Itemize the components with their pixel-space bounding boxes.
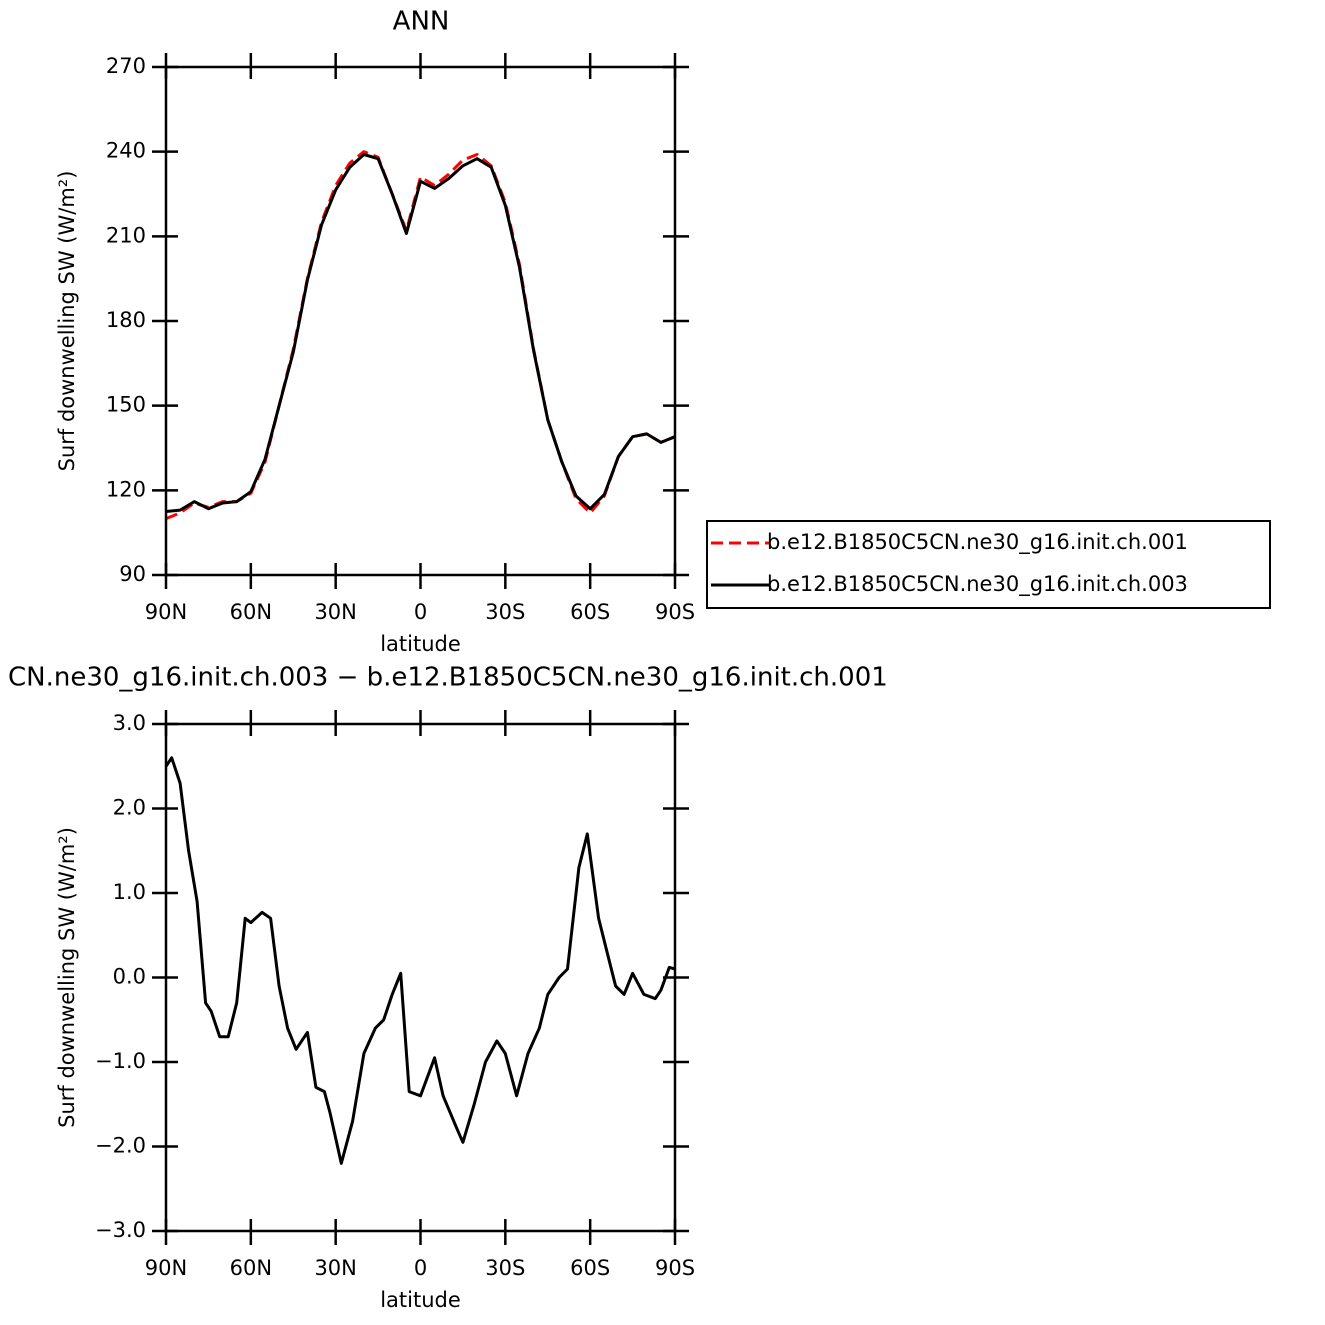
y-axis-label: Surf downwelling SW (W/m²) <box>55 827 79 1128</box>
x-tick-label: 90S <box>655 600 695 624</box>
chart-title: ANN <box>393 7 450 37</box>
legend-label: b.e12.B1850C5CN.ne30_g16.init.ch.001 <box>767 530 1188 555</box>
x-tick-label: 90S <box>655 1256 695 1280</box>
y-tick-label: 270 <box>106 54 146 78</box>
plot-frame <box>164 722 677 1233</box>
y-tick-label: 180 <box>106 308 146 332</box>
legend-label: b.e12.B1850C5CN.ne30_g16.init.ch.003 <box>767 572 1188 597</box>
x-axis-label: latitude <box>380 632 461 656</box>
y-tick-label: 1.0 <box>113 880 146 904</box>
y-tick-label: 120 <box>106 477 146 501</box>
x-tick-label: 90N <box>145 1256 187 1280</box>
x-tick-label: 30S <box>485 1256 525 1280</box>
data-line <box>164 756 676 1165</box>
x-tick-label: 30N <box>314 600 356 624</box>
x-tick-label: 60N <box>230 600 272 624</box>
x-tick-label: 60N <box>230 1256 272 1280</box>
legend-box <box>706 520 1271 609</box>
x-axis-label: latitude <box>380 1288 461 1312</box>
y-tick-label: 2.0 <box>113 796 146 820</box>
x-tick-label: 0 <box>414 1256 427 1280</box>
y-tick-label: 240 <box>106 139 146 163</box>
y-tick-label: −2.0 <box>95 1134 146 1158</box>
x-tick-label: 60S <box>570 1256 610 1280</box>
y-tick-label: 210 <box>106 223 146 247</box>
x-tick-label: 30S <box>485 600 525 624</box>
x-tick-label: 90N <box>145 600 187 624</box>
y-axis-label: Surf downwelling SW (W/m²) <box>55 171 79 472</box>
y-tick-label: 0.0 <box>113 965 146 989</box>
y-tick-label: −1.0 <box>95 1049 146 1073</box>
data-line <box>165 150 676 520</box>
x-tick-label: 30N <box>314 1256 356 1280</box>
y-tick-label: 90 <box>119 562 146 586</box>
data-line <box>165 153 676 513</box>
y-tick-label: −3.0 <box>95 1218 146 1242</box>
x-tick-label: 60S <box>570 600 610 624</box>
y-tick-label: 150 <box>106 393 146 417</box>
x-tick-label: 0 <box>414 600 427 624</box>
chart-title: CN.ne30_g16.init.ch.003 − b.e12.B1850C5C… <box>8 663 888 693</box>
y-tick-label: 3.0 <box>113 711 146 735</box>
